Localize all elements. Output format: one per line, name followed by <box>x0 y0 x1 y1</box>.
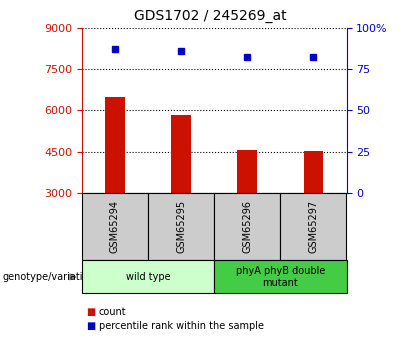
Text: wild type: wild type <box>126 272 171 282</box>
Text: GSM65294: GSM65294 <box>110 200 120 253</box>
Text: ■: ■ <box>86 307 95 317</box>
Text: genotype/variation: genotype/variation <box>2 272 95 282</box>
Text: GSM65296: GSM65296 <box>242 200 252 253</box>
Bar <box>171 115 191 193</box>
Text: count: count <box>99 307 126 317</box>
Text: GSM65297: GSM65297 <box>308 200 318 253</box>
Bar <box>237 150 257 193</box>
Bar <box>105 97 125 193</box>
Bar <box>304 151 323 193</box>
Text: phyA phyB double
mutant: phyA phyB double mutant <box>236 266 325 288</box>
Text: GSM65295: GSM65295 <box>176 200 186 253</box>
Text: ■: ■ <box>86 321 95 331</box>
Text: GDS1702 / 245269_at: GDS1702 / 245269_at <box>134 9 286 23</box>
Text: percentile rank within the sample: percentile rank within the sample <box>99 321 264 331</box>
